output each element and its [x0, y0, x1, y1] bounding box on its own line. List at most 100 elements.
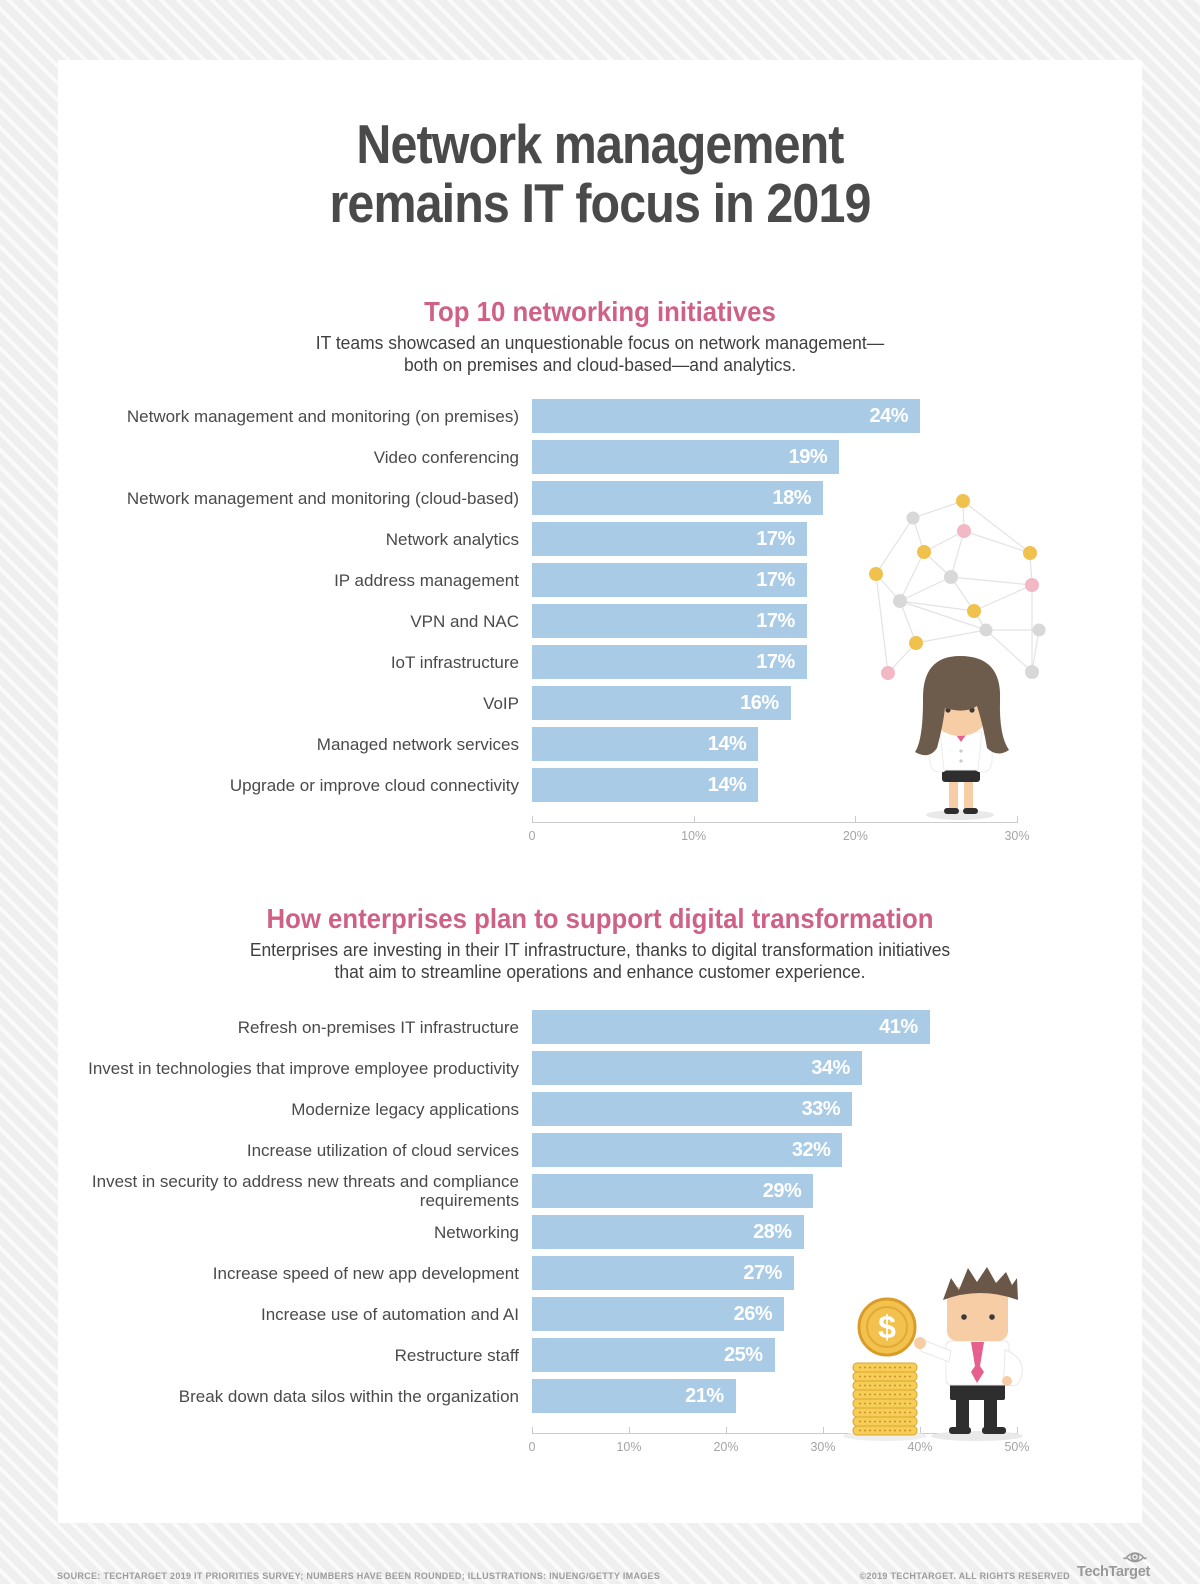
techtarget-logo-text: TechTarget — [1076, 1564, 1150, 1580]
category-label: Increase speed of new app development — [212, 1263, 519, 1283]
network-illustration — [869, 494, 1046, 820]
bar-track: 21% — [532, 1379, 1017, 1413]
footer: SOURCE: TECHTARGET 2019 IT PRIORITIES SU… — [57, 1552, 1150, 1581]
chart-row: Modernize legacy applications 33% — [58, 1092, 1142, 1126]
chart-description: IT teams showcased an unquestionable foc… — [315, 333, 885, 375]
bar: 18% — [532, 481, 823, 515]
axis-tick — [532, 1427, 533, 1434]
chart-description: Enterprises are investing in their IT in… — [249, 940, 951, 982]
bar: 28% — [532, 1215, 804, 1249]
bar-value-label: 17% — [756, 568, 795, 591]
category-label: IoT infrastructure — [390, 652, 519, 672]
axis-tick-label: 40% — [907, 1440, 933, 1454]
bar-value-label: 14% — [707, 773, 747, 796]
copyright-note: ©2019 TECHTARGET. ALL RIGHTS RESERVED — [859, 1571, 1070, 1581]
footer-right: ©2019 TECHTARGET. ALL RIGHTS RESERVED Te… — [860, 1552, 1150, 1581]
bar-value-label: 14% — [707, 732, 747, 755]
businesswoman-figure — [915, 656, 1009, 820]
source-note: SOURCE: TECHTARGET 2019 IT PRIORITIES SU… — [57, 1571, 661, 1581]
bar: 16% — [532, 686, 791, 720]
category-label: Managed network services — [316, 734, 519, 754]
money-illustration: $ — [843, 1267, 1023, 1441]
category-label: Invest in technologies that improve empl… — [88, 1058, 519, 1078]
category-label: VPN and NAC — [410, 611, 519, 631]
bar-track: 18% — [532, 481, 1017, 515]
bar-track: 14% — [532, 768, 1017, 802]
bar-value-label: 17% — [756, 527, 795, 550]
bar-track: 26% — [532, 1297, 1017, 1331]
bar-track: 32% — [532, 1133, 1017, 1167]
bar-track: 14% — [532, 727, 1017, 761]
chart-row: VPN and NAC 17% — [58, 604, 1142, 638]
bar: 14% — [532, 727, 759, 761]
bar-track: 27% — [532, 1256, 1017, 1290]
axis-tick — [629, 1427, 630, 1434]
category-label: Invest in security to address new threat… — [91, 1172, 519, 1210]
bar-value-label: 21% — [685, 1384, 724, 1407]
bar-value-label: 16% — [740, 691, 779, 714]
bar-rows: Refresh on-premises IT infrastructure 41%… — [58, 1010, 1142, 1413]
axis-tick — [726, 1427, 727, 1434]
category-label: Increase utilization of cloud services — [246, 1140, 519, 1160]
axis-tick — [693, 816, 695, 823]
chart-row: Network analytics 17% — [58, 522, 1142, 556]
bar-value-label: 26% — [733, 1302, 773, 1325]
bar: 14% — [532, 768, 759, 802]
bar-value-label: 25% — [723, 1343, 763, 1366]
axis-tick — [1017, 816, 1018, 823]
bar-value-label: 29% — [762, 1179, 802, 1202]
bar-track: 16% — [532, 686, 1017, 720]
chart-row: Increase speed of new app development 27% — [58, 1256, 1142, 1290]
chart-row: VoIP 16% — [58, 686, 1142, 720]
axis-tick — [1017, 1427, 1018, 1434]
chart-row: Network management and monitoring (on pr… — [58, 399, 1142, 433]
bar: 17% — [532, 522, 807, 556]
bar-track: 29% — [532, 1174, 1017, 1208]
chart-top-networking-initiatives: Top 10 networking initiatives IT teams s… — [58, 296, 1142, 858]
chart-row: IoT infrastructure 17% — [58, 645, 1142, 679]
bar-value-label: 17% — [756, 609, 795, 632]
axis-tick-label: 20% — [842, 829, 868, 843]
bar: 27% — [532, 1256, 794, 1290]
network-nodes — [869, 494, 1046, 680]
axis-tick-label: 20% — [713, 1440, 739, 1454]
bar-value-label: 27% — [743, 1261, 782, 1284]
chart-row: Networking 28% — [58, 1215, 1142, 1249]
bar-track: 24% — [532, 399, 1017, 433]
bar-value-label: 34% — [811, 1056, 850, 1079]
bar-value-label: 32% — [791, 1138, 831, 1161]
chart-heading: How enterprises plan to support digital … — [266, 903, 934, 934]
axis-tick-label: 0 — [528, 1440, 536, 1454]
category-label: Network management and monitoring (cloud… — [126, 488, 519, 508]
bar: 34% — [532, 1051, 862, 1085]
bar-track: 17% — [532, 645, 1017, 679]
bar-value-label: 17% — [756, 650, 795, 673]
svg-text:$: $ — [878, 1309, 896, 1345]
axis-tick — [532, 816, 533, 823]
bar: 26% — [532, 1297, 785, 1331]
bar: 29% — [532, 1174, 814, 1208]
category-label: VoIP — [483, 693, 519, 713]
bar: 17% — [532, 645, 807, 679]
chart-row: Video conferencing 19% — [58, 440, 1142, 474]
chart-row: Refresh on-premises IT infrastructure 41% — [58, 1010, 1142, 1044]
axis-tick-label: 10% — [616, 1440, 642, 1454]
bar: 33% — [532, 1092, 853, 1126]
category-label: Modernize legacy applications — [291, 1099, 519, 1119]
axis-tick — [920, 1427, 921, 1434]
axis-tick — [823, 1427, 824, 1434]
page-title: Network management remains IT focus in 2… — [329, 113, 871, 234]
axis-tick-label: 50% — [1004, 1440, 1030, 1454]
category-label: Upgrade or improve cloud connectivity — [229, 775, 519, 795]
bar: 17% — [532, 604, 807, 638]
axis-tick-label: 0 — [528, 829, 536, 843]
chart-row: Network management and monitoring (cloud… — [58, 481, 1142, 515]
chart-heading: Top 10 networking initiatives — [424, 296, 776, 327]
axis-tick-label: 30% — [1004, 829, 1030, 843]
bar-track: 19% — [532, 440, 1017, 474]
x-axis: 0 10% 20% 30% 40% 50% — [528, 1427, 1030, 1469]
x-axis: 0 10% 20% 30% — [528, 816, 1030, 858]
bar-track: 33% — [532, 1092, 1017, 1126]
chart-row: IP address management 17% — [58, 563, 1142, 597]
network-edges — [875, 500, 1040, 674]
